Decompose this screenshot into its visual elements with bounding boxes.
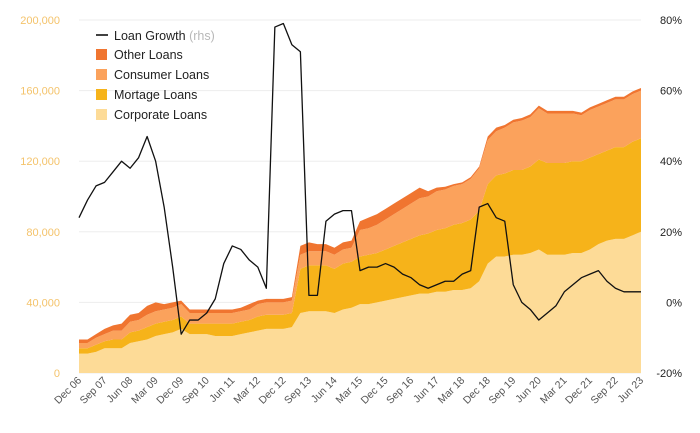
x-tick-label: Mar 18 [436,375,468,407]
x-tick-label: Sep 16 [384,375,416,407]
legend-item-other-loans: Other Loans [96,48,183,62]
legend-swatch-mortage-loans [96,89,107,100]
legend: Loan Growth (rhs) Other Loans Consumer L… [96,29,215,122]
y-left-tick-label: 0 [54,368,60,380]
y-left-tick-label: 120,000 [20,156,60,168]
loan-growth-line-group [78,22,641,335]
area-corporate-loans [79,231,641,373]
x-tick-label: Dec 15 [359,375,391,407]
legend-item-consumer-loans: Consumer Loans [96,68,209,82]
legend-label-consumer-loans: Consumer Loans [114,68,209,82]
x-tick-label: Sep 22 [589,375,621,407]
x-tick-label: Sep 19 [486,375,518,407]
legend-swatch-corporate-loans [96,109,107,120]
x-tick-label: Jun 20 [513,375,544,406]
legend-label-corporate-loans: Corporate Loans [114,108,207,122]
legend-item-loan-growth: Loan Growth (rhs) [96,29,215,43]
area-other-loans [79,87,641,343]
x-tick-label: Jun 14 [309,375,340,406]
line-loan-growth [78,22,641,335]
stacked-areas [79,87,641,373]
legend-swatch-other-loans [96,49,107,60]
x-tick-label: Dec 21 [563,375,595,407]
y-right-tick-label: 0% [666,297,682,309]
x-tick-label: Jun 08 [104,375,135,406]
y-left-tick-label: 200,000 [20,15,60,27]
x-tick-label: Sep 07 [78,375,110,407]
y-left-tick-label: 80,000 [26,227,60,239]
legend-label-other-loans: Other Loans [114,48,183,62]
right-axis: -20% 0% 20% 40% 60% 80% [656,15,682,380]
y-right-tick-label: 40% [660,156,682,168]
area-mortage-loans [79,138,641,354]
x-tick-label: Jun 23 [615,375,646,406]
legend-item-mortage-loans: Mortage Loans [96,88,197,102]
x-tick-label: Mar 12 [231,375,263,407]
left-axis: 0 40,000 80,000 120,000 160,000 200,000 [20,15,60,380]
x-tick-label: Dec 12 [256,375,288,407]
y-right-tick-label: 20% [660,227,682,239]
x-tick-label: Dec 09 [154,375,186,407]
legend-item-corporate-loans: Corporate Loans [96,108,207,122]
x-tick-label: Dec 18 [461,375,493,407]
x-tick-label: Mar 21 [538,375,570,407]
legend-label-mortage-loans: Mortage Loans [114,88,197,102]
x-tick-label: Sep 10 [180,375,212,407]
x-tick-label: Mar 15 [334,375,366,407]
y-right-tick-label: 80% [660,15,682,27]
y-left-tick-label: 40,000 [26,297,60,309]
area-consumer-loans [79,90,641,349]
y-left-tick-label: 160,000 [20,86,60,98]
x-tick-label: Sep 13 [282,375,314,407]
y-right-tick-label: -20% [656,368,682,380]
x-tick-label: Mar 09 [129,375,161,407]
x-tick-label: Jun 17 [411,375,442,406]
legend-label-loan-growth: Loan Growth (rhs) [114,29,215,43]
y-right-tick-label: 60% [660,86,682,98]
legend-swatch-consumer-loans [96,69,107,80]
